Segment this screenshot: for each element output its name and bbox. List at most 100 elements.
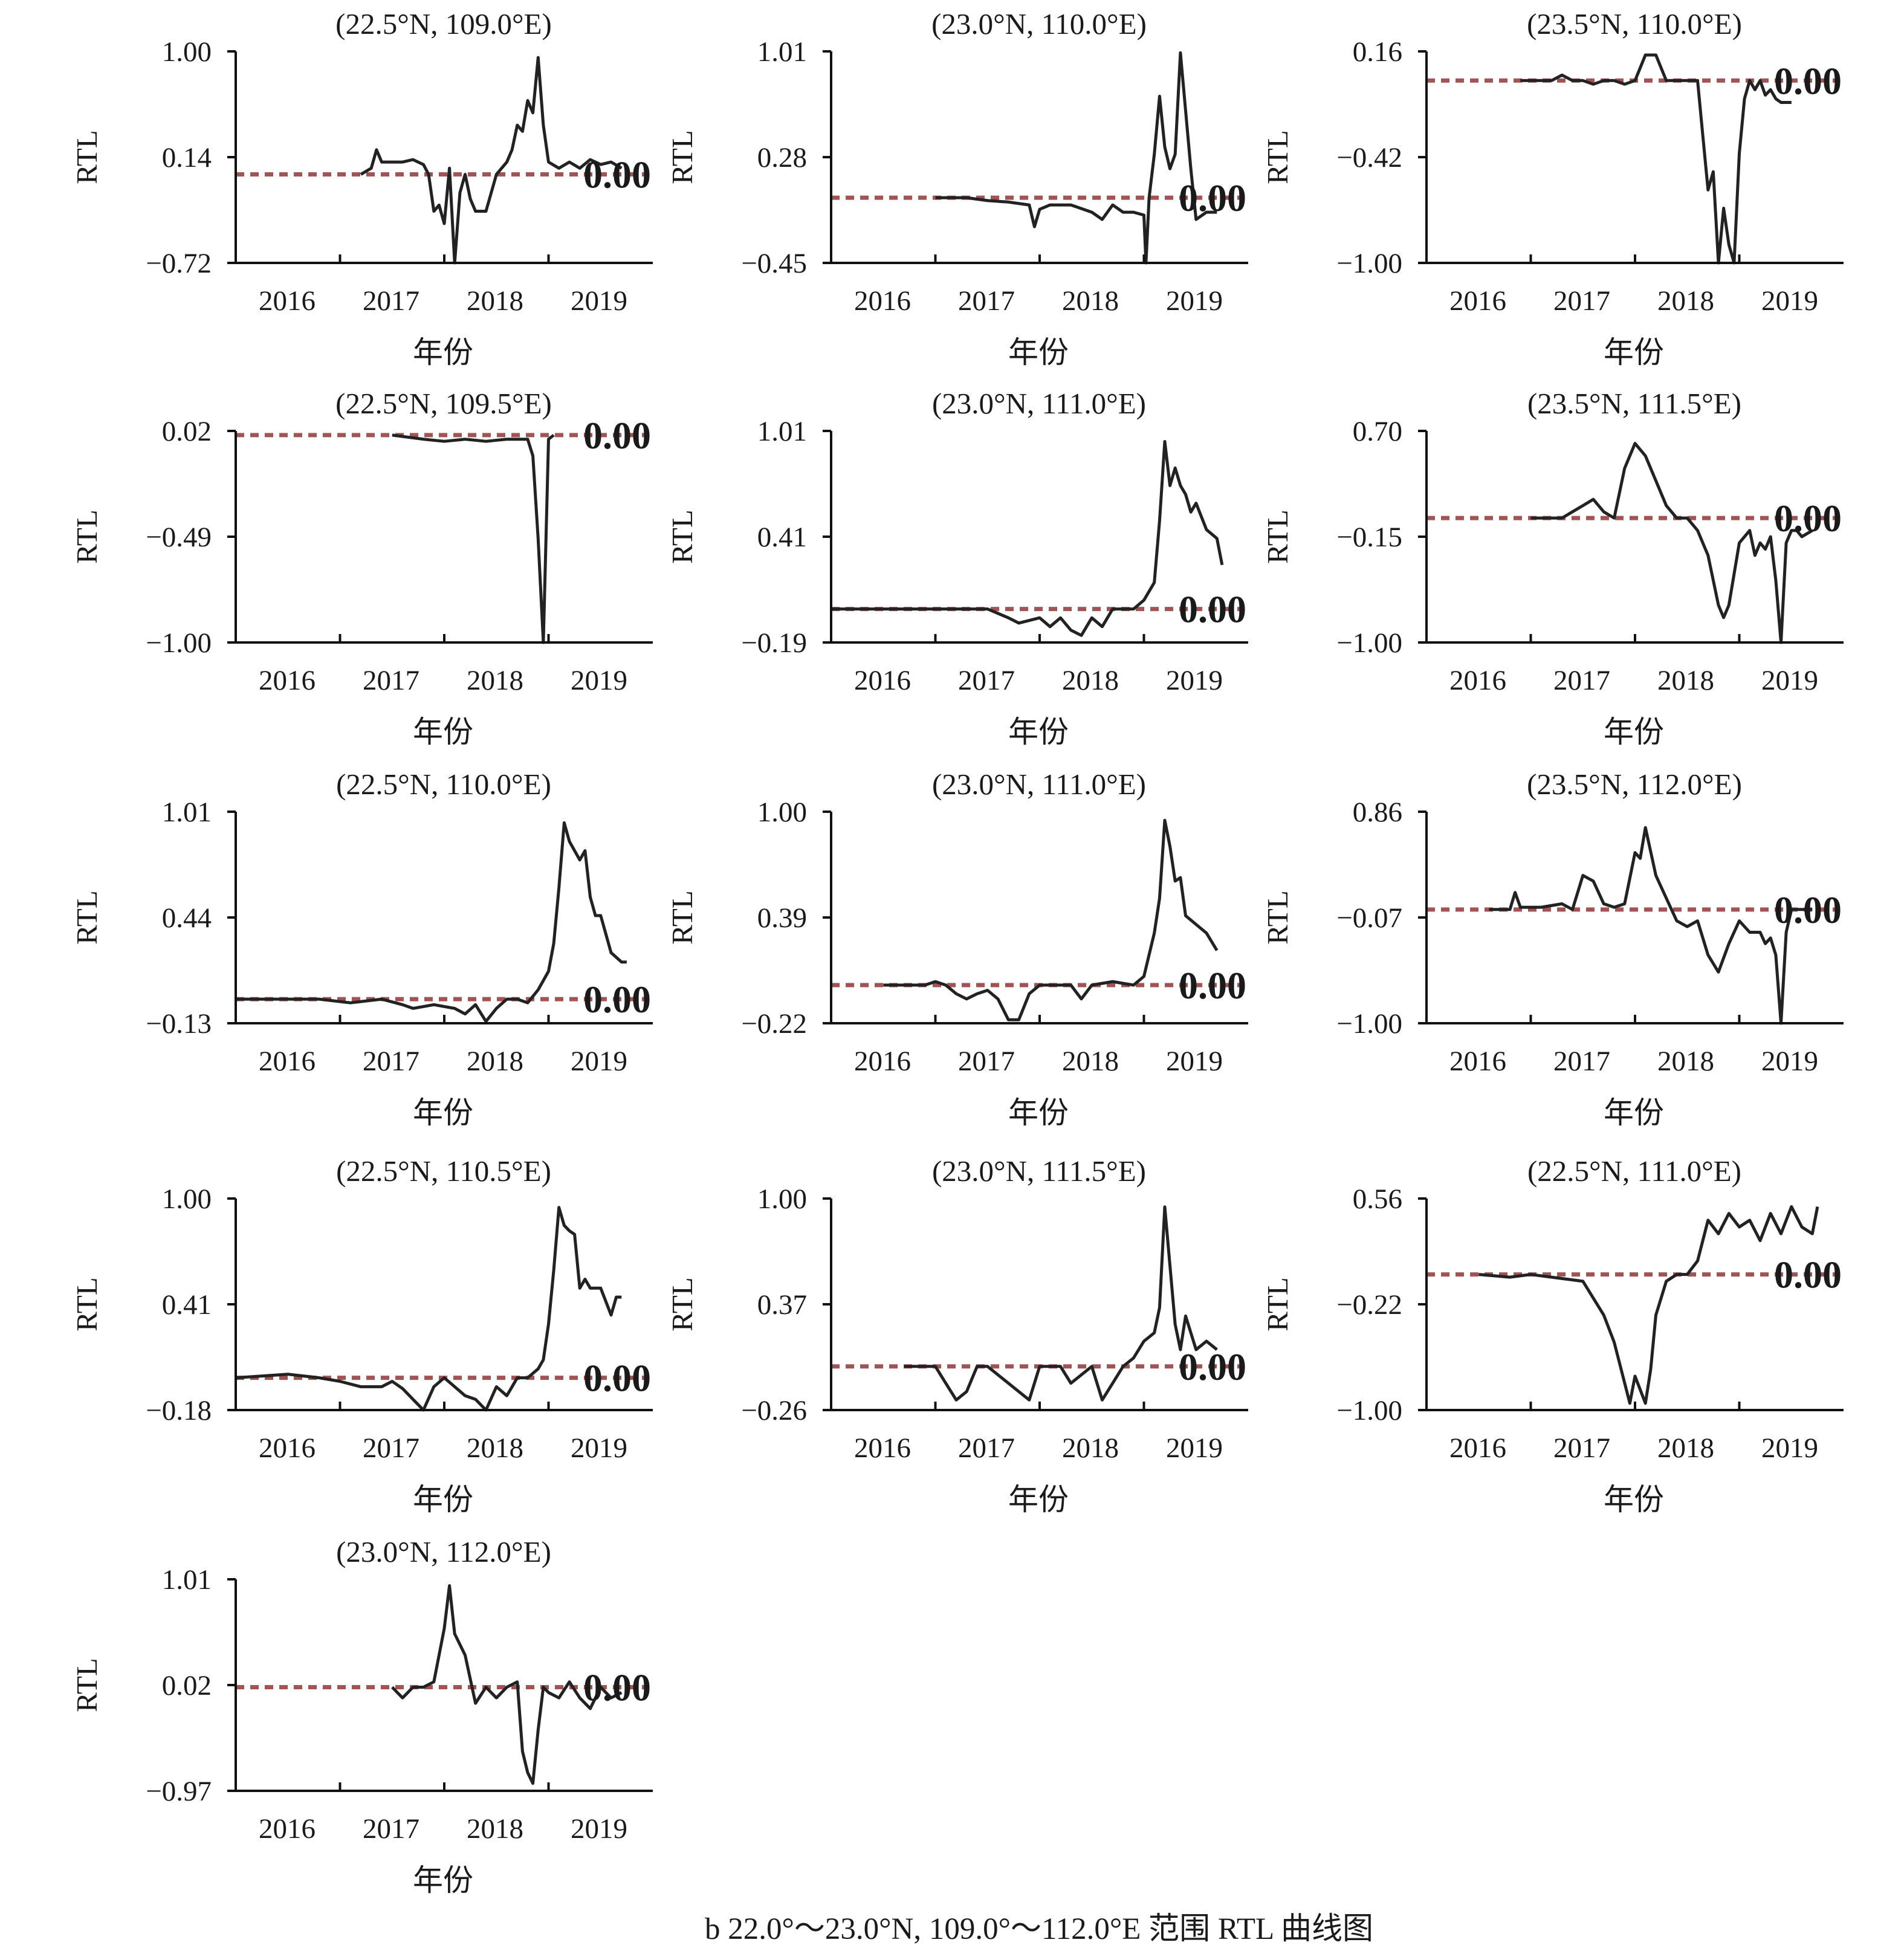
panel-title: (23.0°N, 112.0°E) [336,1535,551,1568]
x-tick-label: 2018 [467,1046,523,1077]
x-tick-label: 2019 [1166,665,1223,696]
panel-title: (23.5°N, 111.5°E) [1527,387,1741,420]
y-tick-label: 1.01 [757,416,807,447]
x-tick-label: 2018 [467,1432,523,1464]
reference-line-label: 0.00 [583,1357,651,1400]
y-axis-label: RTL [1261,1277,1294,1331]
x-tick-label: 2017 [958,285,1015,317]
y-axis-label: RTL [70,1658,103,1712]
x-axis-label: 年份 [1008,715,1069,749]
y-tick-label: −1.00 [1336,248,1402,279]
series-line [1530,442,1813,644]
y-tick-label: 1.00 [757,1183,807,1215]
y-tick-label: −1.00 [1336,1395,1402,1426]
x-tick-label: 2019 [1761,1432,1818,1464]
series-line [235,1206,622,1412]
x-tick-label: 2019 [1761,285,1818,317]
series-line [236,821,627,1023]
x-tick-label: 2019 [571,285,627,317]
y-tick-label: 1.01 [757,36,807,68]
reference-line-label: 0.00 [1179,1345,1246,1388]
y-axis-label: RTL [70,1277,103,1331]
x-tick-label: 2016 [854,285,911,317]
x-tick-label: 2017 [958,1046,1015,1077]
x-tick-label: 2017 [363,665,419,696]
reference-line-label: 0.00 [1179,964,1246,1007]
panel-title: (23.5°N, 110.0°E) [1527,7,1742,40]
y-tick-label: 0.28 [757,142,807,173]
x-tick-label: 2018 [1657,1432,1714,1464]
x-tick-label: 2017 [1553,285,1610,317]
x-tick-label: 2017 [958,665,1015,696]
y-tick-label: 0.56 [1353,1183,1402,1215]
x-tick-label: 2016 [1449,1046,1506,1077]
series-line [935,51,1217,265]
y-tick-label: 0.16 [1353,36,1402,68]
x-tick-label: 2019 [1761,665,1818,696]
reference-line-label: 0.00 [1179,176,1246,219]
y-tick-label: 1.00 [162,36,212,68]
chart-panel: (22.5°N, 111.0°E) 0.00 0.56 −0.22 −1.00 2016 2… [1261,1154,1844,1516]
chart-panel: (22.5°N, 110.0°E) 0.00 1.01 0.44 −0.13 2016 20… [70,768,653,1130]
y-tick-label: 1.00 [757,797,807,828]
x-tick-label: 2019 [1166,1432,1223,1464]
x-axis-label: 年份 [1604,715,1664,749]
y-tick-label: −1.00 [1336,1008,1402,1040]
y-tick-label: −0.22 [1336,1289,1402,1321]
panel-title: (22.5°N, 110.5°E) [336,1154,551,1188]
y-tick-label: 0.70 [1353,416,1402,447]
x-axis-label: 年份 [413,1863,473,1897]
x-tick-label: 2018 [1657,665,1714,696]
x-tick-label: 2016 [854,665,911,696]
y-tick-label: −0.18 [146,1395,212,1426]
chart-panel: (22.5°N, 110.5°E) 0.00 1.00 0.41 −0.18 2016 20… [70,1154,653,1516]
x-tick-label: 2018 [467,665,523,696]
series-line [1478,1205,1819,1405]
x-axis-label: 年份 [1604,1483,1664,1516]
chart-panel: (23.0°N, 111.0°E) 0.00 1.00 0.39 −0.22 2016 20… [665,768,1248,1130]
chart-panel: (23.0°N, 111.0°E) 0.00 1.01 0.41 −0.19 2016 20… [665,387,1248,749]
panel-title: (22.5°N, 110.0°E) [336,768,551,801]
y-axis-label: RTL [665,130,699,184]
series-line [1489,826,1813,1025]
x-tick-label: 2019 [1166,1046,1223,1077]
figure-caption: b 22.0°～23.0°N, 109.0°～112.0°E 范围 RTL 曲线… [705,1912,1373,1946]
series-line [391,1584,623,1785]
y-axis-label: RTL [70,130,103,184]
x-tick-label: 2018 [1657,1046,1714,1077]
y-tick-label: −0.13 [146,1008,212,1040]
x-tick-label: 2016 [854,1432,911,1464]
chart-panel: (22.5°N, 109.5°E) 0.00 0.02 −0.49 −1.00 2016 2… [70,387,653,749]
panel-title: (23.0°N, 111.0°E) [932,768,1146,801]
x-tick-label: 2016 [259,665,316,696]
y-tick-label: 0.14 [162,142,212,173]
x-tick-label: 2019 [571,1046,627,1077]
y-tick-label: −0.49 [146,522,212,553]
panel-title: (22.5°N, 111.0°E) [1527,1154,1741,1188]
y-tick-label: 0.41 [162,1289,212,1321]
y-tick-label: 0.44 [162,902,212,934]
x-axis-label: 年份 [413,335,473,369]
y-tick-label: −0.42 [1336,142,1402,173]
x-tick-label: 2018 [1062,665,1119,696]
x-tick-label: 2018 [1062,1432,1119,1464]
y-tick-label: 0.37 [757,1289,807,1321]
chart-panel: (23.0°N, 112.0°E) 0.00 1.01 0.02 −0.97 2016 20… [70,1535,653,1897]
x-axis-label: 年份 [1008,1096,1069,1130]
y-axis-label: RTL [665,510,699,564]
x-tick-label: 2019 [1761,1046,1818,1077]
x-tick-label: 2017 [1553,1046,1610,1077]
reference-line-label: 0.00 [1774,888,1842,931]
x-tick-label: 2019 [571,665,627,696]
y-tick-label: −0.45 [741,248,807,279]
y-tick-label: −1.00 [1336,627,1402,659]
y-tick-label: −1.00 [146,627,212,659]
y-axis-label: RTL [665,1277,699,1331]
x-axis-label: 年份 [1008,1483,1069,1516]
y-tick-label: −0.26 [741,1395,807,1426]
y-tick-label: −0.72 [146,248,212,279]
x-tick-label: 2017 [1553,665,1610,696]
y-tick-label: 1.01 [162,1564,212,1596]
x-tick-label: 2017 [1553,1432,1610,1464]
